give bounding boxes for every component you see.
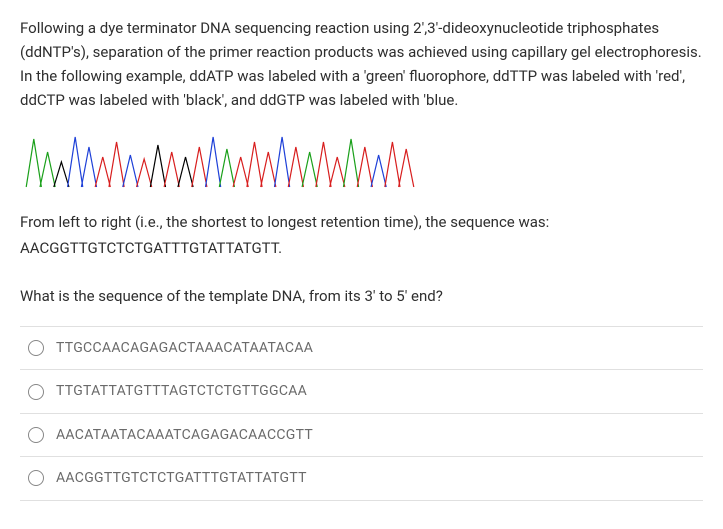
radio-icon: [28, 384, 44, 400]
followup-block: From left to right (i.e., the shortest t…: [20, 210, 703, 260]
question-intro: Following a dye terminator DNA sequencin…: [20, 16, 703, 112]
options-list: TTGCCAACAGAGACTAAACATAATACAA TTGTATTATGT…: [20, 326, 703, 501]
question-prompt: What is the sequence of the template DNA…: [20, 284, 703, 308]
option-text: AACATAATACAAATCAGAGACAACCGTT: [56, 424, 313, 446]
option-row[interactable]: AACATAATACAAATCAGAGACAACCGTT: [20, 414, 703, 457]
chromatogram: [20, 132, 703, 192]
option-text: TTGTATTATGTTTAGTCTCTGTTGGCAA: [56, 380, 307, 402]
radio-icon: [28, 340, 44, 356]
option-row[interactable]: TTGTATTATGTTTAGTCTCTGTTGGCAA: [20, 370, 703, 413]
sequence-read: AACGGTTGTCTCTGATTTGTATTATGTT.: [20, 236, 703, 260]
radio-icon: [28, 470, 44, 486]
option-row[interactable]: TTGCCAACAGAGACTAAACATAATACAA: [20, 327, 703, 370]
followup-line: From left to right (i.e., the shortest t…: [20, 210, 703, 234]
option-row[interactable]: AACGGTTGTCTCTGATTTGTATTATGTT: [20, 457, 703, 500]
option-text: TTGCCAACAGAGACTAAACATAATACAA: [56, 337, 313, 359]
option-text: AACGGTTGTCTCTGATTTGTATTATGTT: [56, 467, 307, 489]
radio-icon: [28, 427, 44, 443]
